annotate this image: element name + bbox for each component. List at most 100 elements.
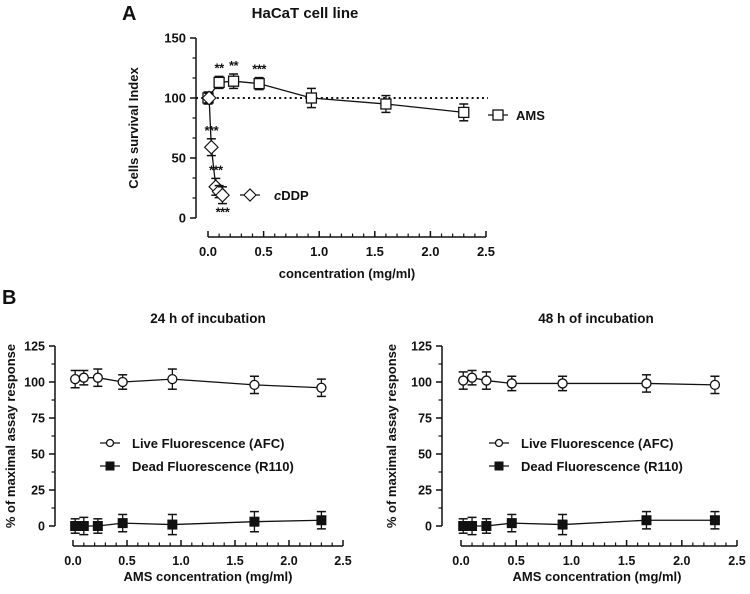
y-tick-label: 25 xyxy=(418,484,432,498)
data-point xyxy=(316,382,327,393)
legend-live-marker xyxy=(105,438,115,448)
y-tick-label: 0 xyxy=(38,520,45,534)
x-tick-label: 1.5 xyxy=(618,554,635,568)
x-tick-label: 2.0 xyxy=(673,554,690,568)
significance-label: ** xyxy=(215,60,226,75)
data-point xyxy=(227,75,240,87)
panel-label-a: A xyxy=(122,3,136,25)
y-tick-label: 50 xyxy=(31,448,45,462)
data-point xyxy=(78,372,89,383)
data-point xyxy=(70,373,81,385)
x-tick-label: 1.0 xyxy=(172,554,189,568)
data-point xyxy=(458,521,469,531)
series-line xyxy=(463,377,715,386)
legend-cddp-label: cDDP xyxy=(274,188,309,203)
x-tick-label: 0.5 xyxy=(255,244,273,259)
y-tick-label: 100 xyxy=(24,376,45,390)
data-point xyxy=(316,515,327,526)
data-point xyxy=(481,375,492,386)
y-tick-label: 75 xyxy=(418,412,432,426)
legend-live-marker xyxy=(494,438,504,448)
data-point xyxy=(557,378,568,389)
y-tick-label: 125 xyxy=(411,340,432,354)
data-point xyxy=(78,521,89,531)
panel-b-24h-legend: Live Fluorescence (AFC) Dead Fluorescence… xyxy=(100,436,294,474)
panel-a-chart: HaCaT cell line Cells survival Index con… xyxy=(126,5,545,281)
data-point xyxy=(305,92,318,104)
data-point xyxy=(709,515,720,526)
data-point xyxy=(117,518,128,529)
legend-ams-marker xyxy=(492,109,504,121)
data-point xyxy=(641,515,652,526)
panel-b-48h-x-axis-label: AMS concentration (mg/ml) xyxy=(512,569,681,584)
data-point xyxy=(92,521,103,531)
x-tick-label: 0.0 xyxy=(199,244,217,259)
panel-b-48h-title: 48 h of incubation xyxy=(538,311,654,326)
x-tick-label: 1.5 xyxy=(226,554,243,568)
series-live-fluorescence-afc xyxy=(70,368,327,398)
y-tick-label: 50 xyxy=(172,151,186,166)
significance-label: *** xyxy=(216,205,231,220)
data-point xyxy=(709,379,721,391)
panel-a-y-axis-label: Cells survival Index xyxy=(126,67,141,189)
data-point xyxy=(466,372,478,383)
panel-b-48h-axes: 0 25 50 75 100 125 0.0 0.5 1.0 1.5 2.0 2.5 xyxy=(411,340,746,569)
panel-a-x-axis-label: concentration (mg/ml) xyxy=(279,266,416,281)
series-line xyxy=(75,377,322,389)
panel-a-legend: AMS cDDP xyxy=(240,108,545,203)
panel-b-24h-x-axis-label: AMS concentration (mg/ml) xyxy=(123,569,292,584)
legend-dead-label: Dead Fluorescence (R110) xyxy=(521,459,683,474)
y-tick-label: 50 xyxy=(418,448,432,462)
significance-label: *** xyxy=(204,123,219,138)
legend-dead-marker xyxy=(494,461,504,471)
x-tick-label: 2.5 xyxy=(334,554,351,568)
x-tick-label: 0.5 xyxy=(508,554,525,568)
data-point xyxy=(117,376,128,388)
x-tick-label: 1.0 xyxy=(563,554,580,568)
x-tick-label: 0.0 xyxy=(452,554,469,568)
panel-b-24h-y-axis-label: % of maximal assay response xyxy=(3,344,18,528)
data-point xyxy=(458,106,470,119)
significance-label: *** xyxy=(252,62,267,77)
x-tick-label: 1.0 xyxy=(310,244,328,259)
legend-cddp-rest: DDP xyxy=(281,188,309,203)
data-point xyxy=(167,519,178,530)
series-line xyxy=(75,519,322,527)
panel-a-marks: ** ** ************ xyxy=(196,58,488,220)
y-tick-label: 100 xyxy=(411,376,432,390)
series-ams: ** ** *** xyxy=(202,58,470,122)
x-tick-label: 1.5 xyxy=(366,244,384,259)
data-point xyxy=(70,521,81,531)
panel-b-24h-title: 24 h of incubation xyxy=(150,311,266,326)
x-tick-label: 0.5 xyxy=(118,554,135,568)
data-point xyxy=(380,98,392,110)
significance-label: ** xyxy=(229,58,240,73)
panel-b-24h-marks xyxy=(70,368,327,536)
data-point xyxy=(253,77,265,90)
y-tick-label: 0 xyxy=(179,211,186,226)
data-point xyxy=(506,518,517,529)
y-tick-label: 0 xyxy=(425,520,432,534)
legend-dead-marker xyxy=(105,461,115,471)
legend-cddp-marker xyxy=(243,188,257,202)
data-point xyxy=(641,378,652,389)
data-point xyxy=(92,372,103,383)
legend-cddp-italic: c xyxy=(274,188,282,203)
significance-label: *** xyxy=(209,162,224,177)
series-line xyxy=(463,519,715,527)
panel-b-48h-legend: Live Fluorescence (AFC) Dead Fluorescence… xyxy=(489,436,683,474)
data-point xyxy=(467,521,478,531)
y-tick-label: 125 xyxy=(24,340,45,354)
data-point xyxy=(557,519,568,530)
panel-b-24h-chart: 24 h of incubation % of maximal assay re… xyxy=(3,311,352,584)
legend-live-label: Live Fluorescence (AFC) xyxy=(132,436,284,451)
data-point xyxy=(167,373,178,385)
panel-a-axes: 0 50 100 150 0.0 0.5 1.0 1.5 2.0 2.5 xyxy=(164,31,495,260)
y-tick-label: 100 xyxy=(164,91,186,106)
y-tick-label: 150 xyxy=(164,31,186,46)
data-point xyxy=(481,521,492,531)
x-tick-label: 2.5 xyxy=(728,554,745,568)
y-tick-label: 75 xyxy=(31,412,45,426)
y-tick-label: 25 xyxy=(31,484,45,498)
